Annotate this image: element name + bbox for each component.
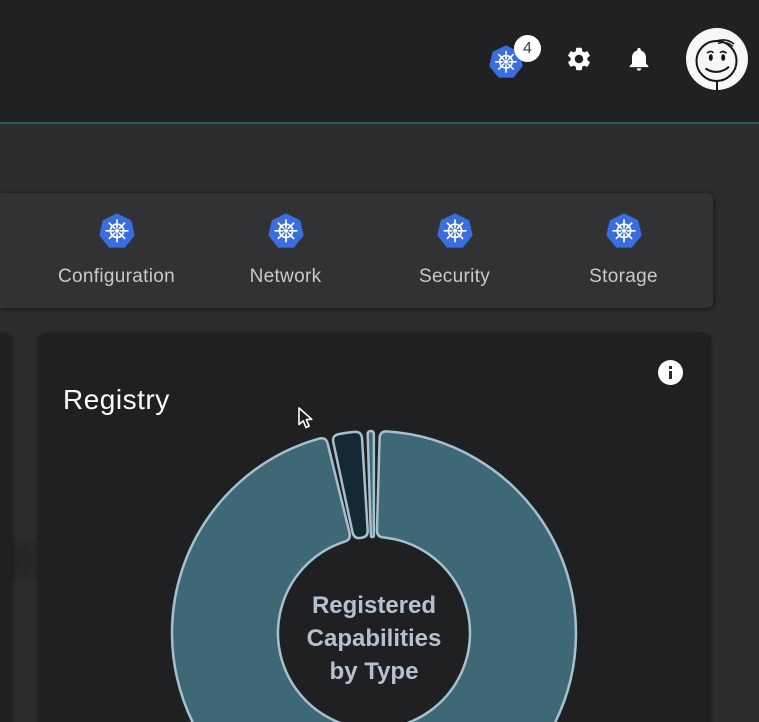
settings-button[interactable] [565,45,593,73]
info-icon [669,366,672,379]
category-tile-configuration[interactable]: Configuration [32,193,201,308]
category-strip: Configuration Network Security Storage [0,193,713,308]
info-button[interactable] [658,360,683,385]
donut-slice-primary-type[interactable] [170,430,578,722]
category-label: Configuration [58,266,175,287]
kubernetes-watermark-icon [2,537,48,588]
category-tile-security[interactable]: Security [370,193,539,308]
bell-icon [629,47,649,71]
user-avatar[interactable] [686,28,748,90]
registry-card-title: Registry [63,384,170,416]
notifications-button[interactable] [625,45,653,73]
kubernetes-icon [98,213,135,254]
category-label: Storage [589,266,658,287]
category-tile-network[interactable]: Network [201,193,370,308]
category-tile-storage[interactable]: Storage [539,193,708,308]
donut-slice-secondary-type[interactable] [331,430,369,540]
notifications-count-badge: 4 [514,35,541,62]
registry-card: Registry Registered Capabilities by Type [38,333,711,722]
top-app-bar: 4 [0,0,759,124]
partial-card-left [0,333,13,722]
gear-icon [568,47,590,71]
category-label: Security [418,266,491,287]
kubernetes-icon [605,213,642,254]
category-label: Network [249,266,322,287]
kubernetes-icon [267,213,304,254]
cluster-chooser-button[interactable]: 4 [489,35,541,82]
registered-capabilities-donut-chart[interactable] [166,425,582,722]
avatar-face-icon [686,28,748,90]
donut-slice-tertiary-type[interactable] [366,429,376,539]
kubernetes-icon [436,213,473,254]
